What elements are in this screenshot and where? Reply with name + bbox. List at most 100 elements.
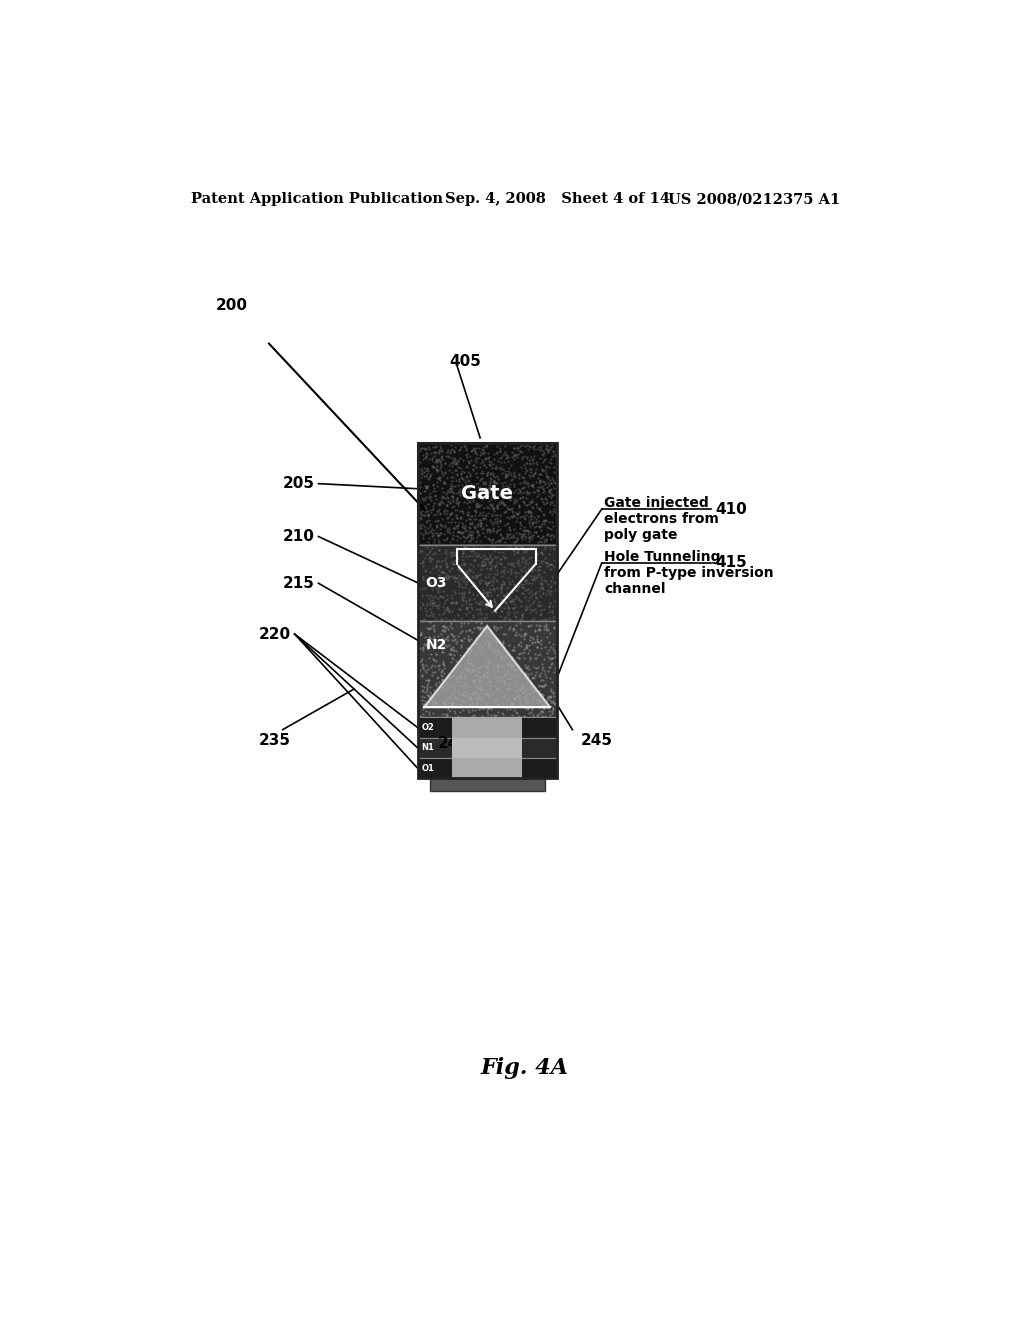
Point — [534, 543, 550, 564]
Point — [516, 556, 532, 577]
Point — [503, 482, 519, 503]
Point — [461, 578, 477, 599]
Point — [493, 528, 509, 549]
Point — [482, 510, 499, 531]
Point — [436, 669, 453, 690]
Point — [485, 473, 502, 494]
Point — [501, 673, 517, 694]
Point — [518, 595, 535, 616]
Point — [520, 527, 537, 548]
Point — [451, 515, 467, 536]
Point — [542, 583, 558, 605]
Point — [493, 510, 509, 531]
Point — [485, 618, 502, 639]
Point — [440, 521, 457, 543]
Point — [545, 525, 561, 546]
Point — [421, 499, 437, 520]
Point — [496, 636, 512, 657]
Point — [423, 657, 439, 678]
Point — [443, 467, 460, 488]
Point — [442, 639, 459, 660]
Point — [485, 444, 502, 465]
Point — [514, 446, 530, 467]
Point — [486, 540, 503, 561]
Point — [422, 466, 438, 487]
Point — [424, 578, 440, 599]
Point — [517, 680, 534, 701]
Point — [412, 502, 428, 523]
Point — [467, 473, 483, 494]
Point — [457, 566, 473, 587]
Point — [455, 521, 471, 543]
Point — [412, 624, 428, 645]
Point — [458, 620, 474, 642]
Point — [516, 467, 532, 488]
Point — [511, 664, 527, 685]
Point — [483, 494, 500, 515]
Point — [418, 475, 434, 496]
Point — [424, 590, 440, 611]
Point — [488, 560, 505, 581]
Point — [475, 463, 492, 484]
Point — [522, 525, 539, 546]
Point — [443, 623, 460, 644]
Point — [440, 644, 457, 665]
Point — [461, 558, 477, 579]
Point — [543, 483, 559, 504]
Point — [536, 693, 552, 714]
Point — [458, 467, 474, 488]
Point — [471, 457, 487, 478]
Point — [543, 473, 559, 494]
Point — [413, 649, 429, 671]
Point — [510, 483, 526, 504]
Point — [455, 561, 471, 582]
Point — [429, 467, 445, 488]
Point — [447, 504, 464, 525]
Point — [459, 457, 475, 478]
Point — [545, 441, 561, 462]
Point — [419, 463, 435, 484]
Point — [431, 540, 447, 561]
Point — [469, 690, 485, 711]
Point — [489, 618, 506, 639]
Point — [532, 470, 549, 491]
Point — [451, 681, 467, 702]
Point — [425, 702, 441, 723]
Point — [538, 492, 554, 513]
Point — [498, 546, 514, 568]
Point — [541, 482, 557, 503]
Point — [534, 444, 550, 465]
Point — [428, 644, 444, 665]
Point — [544, 599, 560, 620]
Point — [418, 486, 434, 507]
Point — [498, 466, 514, 487]
Point — [539, 477, 555, 498]
Point — [488, 436, 505, 457]
Point — [502, 553, 518, 574]
Point — [464, 689, 480, 710]
Point — [431, 502, 447, 523]
Point — [503, 487, 519, 508]
Point — [467, 442, 483, 463]
Point — [515, 466, 531, 487]
Point — [513, 524, 529, 545]
Point — [470, 438, 486, 459]
Point — [429, 459, 445, 480]
Point — [482, 462, 499, 483]
Point — [502, 499, 518, 520]
Point — [487, 631, 504, 652]
Point — [426, 619, 442, 640]
Point — [473, 570, 489, 591]
Point — [523, 667, 540, 688]
Point — [461, 686, 477, 708]
Point — [461, 451, 477, 473]
Point — [529, 480, 546, 502]
Point — [449, 517, 465, 539]
Point — [455, 469, 471, 490]
Point — [442, 545, 459, 566]
Point — [528, 705, 545, 726]
Point — [463, 474, 479, 495]
Point — [519, 500, 536, 521]
Point — [454, 521, 470, 543]
Point — [421, 686, 437, 708]
